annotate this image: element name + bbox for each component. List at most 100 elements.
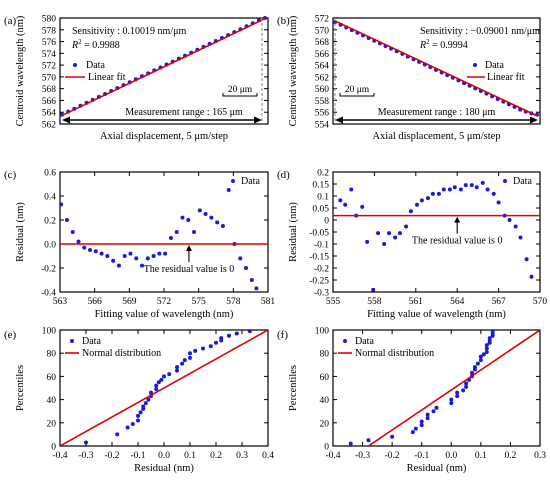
axes-frame: [332, 17, 541, 125]
y-tick-label: 556: [315, 109, 330, 119]
data-point: [419, 423, 424, 428]
y-tick-label: 578: [42, 26, 57, 36]
y-tick-label: 0: [324, 217, 329, 227]
x-axis-label: Residual (nm): [134, 463, 194, 474]
data-point: [180, 215, 185, 220]
y-axis-label: Residual (nm): [15, 202, 26, 262]
data-point: [472, 365, 477, 370]
x-tick-label: 581: [261, 297, 276, 307]
r-squared-note: R2 = 0.9988: [71, 38, 120, 51]
y-axis-label: Percentiles: [288, 365, 299, 411]
data-point: [93, 249, 98, 254]
data-point: [159, 377, 164, 382]
legend-marker: [70, 339, 74, 343]
data-point: [157, 251, 162, 256]
y-tick-label: 0: [324, 443, 329, 453]
y-tick-label: 0.4: [44, 193, 56, 203]
x-tick-label: 561: [409, 297, 424, 307]
y-tick-label: 574: [42, 50, 57, 60]
legend-marker: [73, 63, 77, 67]
y-tick-label: -0.3: [314, 289, 329, 299]
y-axis-label: Percentiles: [15, 365, 26, 411]
legend-label: Data: [355, 336, 374, 347]
series-line: [368, 330, 540, 446]
x-tick-label: 563: [53, 297, 68, 307]
data-point: [254, 286, 259, 291]
data-point: [434, 405, 439, 410]
data-point: [214, 340, 218, 345]
data-point: [138, 410, 143, 415]
panel-label: (f): [277, 329, 288, 341]
x-tick-label: 0.1: [184, 451, 196, 461]
data-point: [366, 438, 371, 443]
data-point: [371, 287, 376, 292]
legend-marker: [343, 339, 347, 343]
x-tick-label: 0.0: [158, 451, 170, 461]
data-point: [156, 380, 161, 385]
y-tick-label: -0.1: [314, 241, 329, 251]
x-tick-label: 558: [367, 297, 382, 307]
y-tick-label: 564: [42, 109, 57, 119]
data-point: [487, 336, 492, 341]
data-point: [349, 187, 354, 192]
data-point: [449, 401, 454, 406]
data-point: [415, 202, 420, 207]
legend-marker: [503, 179, 507, 183]
y-tick-label: 40: [320, 396, 330, 406]
zero-arrowhead: [185, 245, 192, 251]
data-point: [478, 358, 483, 363]
y-tick-label: 562: [42, 121, 57, 131]
data-point: [484, 350, 489, 355]
x-axis-label: Fitting value of wavelength (nm): [95, 309, 234, 320]
y-tick-label: -0.2: [314, 265, 329, 275]
data-point: [507, 218, 512, 222]
y-tick-label: 572: [315, 15, 330, 25]
y-tick-label: 0.05: [312, 205, 329, 215]
x-axis-label: Fitting value of wavelength (nm): [367, 309, 506, 320]
y-tick-label: 0.0: [44, 241, 56, 251]
data-point: [496, 200, 501, 205]
legend-label: Data: [241, 176, 260, 187]
zero-note: The residual value is 0: [412, 236, 503, 247]
data-point: [115, 432, 120, 437]
data-point: [404, 224, 409, 229]
legend-label: Normal distribution: [355, 348, 434, 359]
data-point: [162, 374, 166, 379]
data-point: [441, 187, 446, 192]
scalebar-label: 20 μm: [228, 85, 253, 95]
range-arrowhead: [254, 116, 262, 124]
data-point: [247, 329, 252, 334]
data-point: [478, 354, 483, 359]
legend-label: Normal distribution: [82, 348, 161, 359]
data-point: [430, 191, 435, 196]
data-point: [419, 419, 424, 424]
scalebar: [339, 93, 375, 97]
data-point: [188, 351, 192, 356]
y-axis-label: Centroid wavelength (nm): [288, 15, 299, 126]
data-point: [382, 242, 387, 246]
data-point: [469, 370, 474, 375]
data-point: [130, 421, 135, 426]
data-point: [208, 344, 213, 349]
axes-frame: [332, 329, 541, 447]
data-point: [116, 263, 121, 268]
data-point: [151, 254, 156, 258]
data-point: [84, 440, 88, 445]
x-tick-label: 566: [88, 297, 103, 307]
data-point: [125, 425, 130, 430]
y-tick-label: 20: [320, 419, 330, 429]
data-point: [475, 361, 480, 366]
data-point: [397, 231, 402, 236]
data-point: [238, 256, 243, 261]
data-point: [365, 239, 370, 244]
y-tick-label: 562: [315, 73, 330, 83]
data-point: [455, 390, 460, 395]
y-tick-label: 80: [320, 350, 330, 360]
scalebar: [222, 93, 258, 97]
data-point: [376, 231, 381, 236]
legend-label: Data: [485, 60, 504, 71]
data-point: [146, 397, 151, 402]
data-point: [154, 383, 159, 388]
y-tick-label: 0.1: [317, 193, 329, 203]
